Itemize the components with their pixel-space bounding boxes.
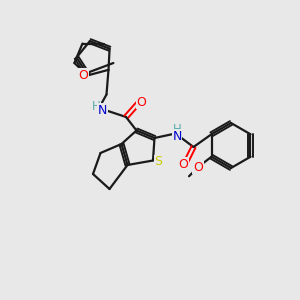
Text: O: O bbox=[178, 158, 188, 171]
Text: O: O bbox=[193, 161, 203, 174]
Text: N: N bbox=[172, 130, 182, 143]
Text: N: N bbox=[98, 104, 107, 117]
Text: H: H bbox=[92, 100, 100, 113]
Text: H: H bbox=[172, 123, 182, 136]
Text: O: O bbox=[137, 95, 146, 109]
Text: O: O bbox=[79, 69, 88, 82]
Text: S: S bbox=[154, 155, 162, 169]
